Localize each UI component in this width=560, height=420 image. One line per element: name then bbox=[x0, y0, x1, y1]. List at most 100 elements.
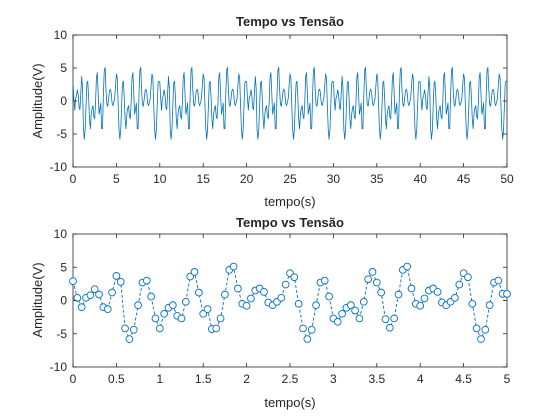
data-point bbox=[433, 288, 442, 296]
data-point bbox=[472, 324, 481, 333]
y-tick-label: 10 bbox=[54, 28, 68, 42]
data-point bbox=[216, 314, 225, 323]
chart-bottom-ylabel: Amplitude(V) bbox=[30, 262, 45, 337]
chart-bottom-y-ticks: 10 5 0 -5 -10 bbox=[50, 227, 507, 374]
data-point bbox=[129, 325, 138, 334]
data-point bbox=[377, 288, 385, 297]
data-point bbox=[333, 317, 342, 326]
data-point bbox=[385, 323, 394, 332]
data-point bbox=[116, 278, 125, 286]
data-point bbox=[147, 292, 155, 301]
data-point bbox=[381, 315, 390, 323]
y-tick-label: -5 bbox=[56, 127, 67, 141]
x-tick-label: 45 bbox=[457, 172, 471, 186]
data-point bbox=[121, 324, 129, 333]
data-point bbox=[368, 268, 377, 276]
chart-bottom-xlabel: tempo(s) bbox=[264, 395, 315, 410]
chart-bottom-x-ticks: 0 0.5 1 1.5 2 2.5 3 3.5 4 4.5 5 bbox=[70, 234, 511, 386]
data-point bbox=[151, 314, 160, 323]
data-point bbox=[95, 290, 103, 299]
y-tick-label: -10 bbox=[50, 160, 68, 174]
x-tick-label: 25 bbox=[283, 172, 297, 186]
data-point bbox=[260, 288, 268, 296]
x-tick-label: 30 bbox=[327, 172, 341, 186]
data-point bbox=[181, 297, 190, 306]
chart-top-xlabel: tempo(s) bbox=[264, 194, 315, 209]
data-point bbox=[299, 324, 307, 333]
data-point bbox=[420, 294, 429, 303]
data-point bbox=[390, 314, 399, 323]
data-point bbox=[494, 276, 503, 285]
data-point bbox=[372, 278, 381, 287]
x-tick-label: 0 bbox=[70, 372, 77, 386]
data-point bbox=[195, 288, 203, 297]
y-tick-label: 5 bbox=[60, 61, 67, 75]
data-point bbox=[155, 324, 164, 333]
data-point bbox=[203, 305, 212, 313]
data-point bbox=[481, 325, 490, 334]
x-tick-label: 1.5 bbox=[195, 372, 212, 386]
y-tick-label: -5 bbox=[56, 327, 67, 341]
chart-bottom: Tempo vs Tensão 0 0.5 1 1.5 2 2.5 3 3.5 4 4.5 5 10… bbox=[30, 215, 511, 410]
data-point bbox=[73, 293, 82, 302]
data-point bbox=[134, 301, 142, 310]
data-point bbox=[277, 293, 286, 302]
chart-top-title: Tempo vs Tensão bbox=[236, 14, 344, 29]
data-point bbox=[69, 277, 77, 286]
data-point bbox=[190, 268, 199, 276]
x-tick-label: 35 bbox=[370, 172, 384, 186]
data-point bbox=[468, 299, 477, 308]
data-point bbox=[86, 291, 95, 300]
chart-top: Tempo vs Tensão 0 5 10 15 20 25 30 35 40 45 50 105… bbox=[30, 14, 514, 209]
x-tick-label: 50 bbox=[500, 172, 514, 186]
data-point bbox=[477, 335, 485, 343]
data-point bbox=[229, 262, 238, 271]
x-tick-label: 2.5 bbox=[282, 372, 299, 386]
data-point bbox=[234, 284, 242, 293]
data-point bbox=[394, 290, 403, 299]
data-point bbox=[90, 285, 99, 294]
data-point bbox=[112, 272, 121, 280]
data-point bbox=[464, 273, 472, 282]
data-point bbox=[351, 306, 359, 315]
chart-top-x-ticks: 0 5 10 15 20 25 30 35 40 45 50 bbox=[70, 35, 514, 186]
series-line bbox=[72, 66, 508, 140]
chart-top-plot-area bbox=[72, 34, 508, 168]
x-tick-label: 5 bbox=[113, 172, 120, 186]
x-tick-label: 4.5 bbox=[455, 372, 472, 386]
data-point bbox=[142, 276, 151, 285]
chart-bottom-title: Tempo vs Tensão bbox=[236, 215, 344, 230]
data-point bbox=[338, 309, 346, 318]
data-point bbox=[125, 335, 134, 343]
data-point bbox=[312, 301, 320, 310]
x-tick-label: 4 bbox=[417, 372, 424, 386]
data-point bbox=[77, 303, 86, 312]
data-point bbox=[320, 276, 329, 285]
data-point bbox=[416, 301, 425, 310]
x-tick-label: 10 bbox=[153, 172, 167, 186]
x-tick-label: 20 bbox=[240, 172, 254, 186]
data-point bbox=[485, 301, 494, 310]
chart-top-ylabel: Amplitude(V) bbox=[30, 63, 45, 138]
x-tick-label: 2 bbox=[243, 372, 250, 386]
data-point bbox=[455, 280, 464, 289]
data-point bbox=[177, 314, 186, 323]
y-tick-label: -10 bbox=[50, 360, 68, 374]
data-point bbox=[307, 325, 316, 334]
x-tick-label: 40 bbox=[414, 172, 428, 186]
data-point bbox=[325, 292, 333, 301]
data-point bbox=[247, 294, 255, 303]
y-tick-label: 10 bbox=[54, 227, 68, 241]
data-point bbox=[359, 297, 368, 306]
data-point bbox=[242, 301, 251, 310]
data-point bbox=[403, 262, 412, 271]
data-point bbox=[108, 288, 116, 297]
data-point bbox=[355, 314, 364, 323]
data-point bbox=[294, 299, 303, 308]
data-point bbox=[168, 301, 177, 310]
y-tick-label: 5 bbox=[60, 260, 67, 274]
data-point bbox=[303, 335, 312, 343]
chart-bottom-series bbox=[69, 262, 511, 343]
chart-top-series bbox=[72, 66, 508, 140]
